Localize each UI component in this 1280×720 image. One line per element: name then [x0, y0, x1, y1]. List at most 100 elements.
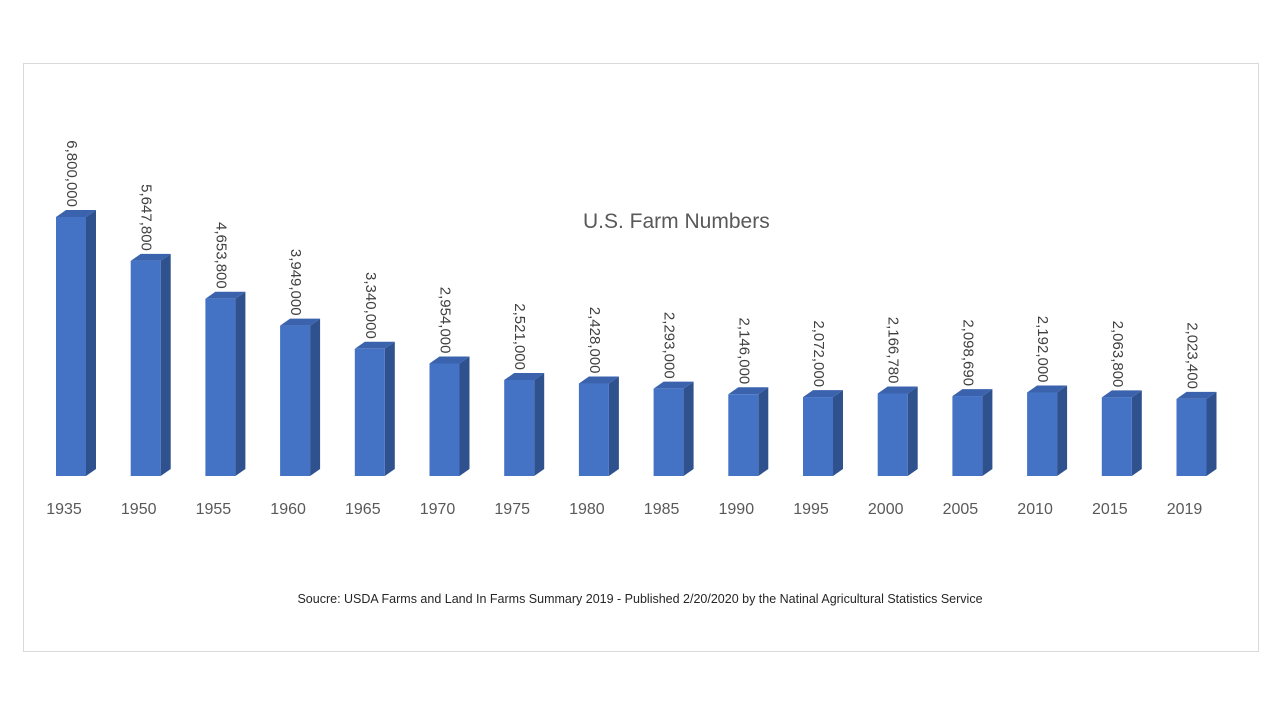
bar-top: [1027, 385, 1068, 393]
bar-front: [1101, 397, 1132, 476]
x-tick-label: 2005: [943, 501, 979, 518]
data-label: 2,293,000: [661, 312, 678, 379]
bar-side: [384, 341, 395, 476]
bar-top: [728, 387, 769, 395]
bar-side: [1131, 390, 1142, 476]
bar-1975: [504, 372, 545, 476]
bar-side: [683, 381, 694, 476]
bar-side: [1057, 385, 1068, 476]
data-label: 2,146,000: [735, 318, 752, 385]
bar-top: [1176, 391, 1217, 399]
bar-1950: [130, 253, 171, 476]
data-label: 2,063,800: [1109, 321, 1126, 388]
bar-1970: [429, 356, 470, 476]
bar-front: [803, 397, 833, 476]
bar-front: [280, 325, 311, 476]
bar-front: [1176, 398, 1207, 476]
bar-side: [982, 389, 993, 476]
bar-side: [310, 318, 321, 476]
bar-1980: [578, 376, 619, 476]
data-label: 3,949,000: [287, 249, 304, 316]
bar-side: [833, 390, 843, 476]
bar-1935: [56, 210, 96, 476]
data-label: 6,800,000: [63, 140, 80, 207]
x-tick-label: 1975: [494, 501, 530, 518]
bar-front: [578, 383, 609, 476]
data-labels-group: 6,800,000 5,647,800 4,653,800 3,949,000 3,34…: [63, 140, 1201, 389]
bar-top: [354, 341, 395, 349]
bar-top: [1101, 390, 1142, 398]
bar-front: [130, 260, 161, 476]
data-label: 2,192,000: [1034, 316, 1051, 383]
bar-front: [354, 348, 385, 476]
bar-front: [653, 388, 684, 476]
bar-side: [907, 386, 918, 476]
bar-front: [504, 379, 535, 476]
bar-front: [877, 393, 908, 476]
bar-top: [877, 386, 918, 394]
x-tick-label: 1950: [121, 501, 157, 518]
bar-1985: [653, 381, 694, 476]
data-label: 2,428,000: [586, 307, 603, 374]
bar-top: [504, 372, 545, 380]
bar-top: [280, 318, 321, 326]
bar-front: [952, 396, 983, 476]
bar-1990: [728, 387, 769, 476]
data-label: 4,653,800: [212, 222, 229, 289]
bar-2005: [952, 389, 993, 476]
data-label: 2,954,000: [437, 287, 454, 354]
data-label: 2,521,000: [511, 303, 528, 370]
bar-front: [429, 363, 460, 476]
x-tick-label: 1990: [719, 501, 755, 518]
bar-front: [205, 298, 236, 476]
bar-front: [56, 217, 86, 476]
x-axis-ticks: 1935 1950 1955 1960 1965 1970 1975 1980 1985 1990…: [46, 501, 1202, 518]
x-tick-label: 1985: [644, 501, 680, 518]
bar-top: [130, 253, 171, 261]
x-tick-label: 2010: [1017, 501, 1053, 518]
bar-top: [56, 210, 96, 217]
data-label: 3,340,000: [362, 272, 379, 339]
data-label: 2,023,400: [1184, 322, 1201, 389]
bar-top: [578, 376, 619, 384]
bar-2019: [1176, 391, 1217, 476]
bar-side: [534, 372, 545, 476]
bar-2000: [877, 386, 918, 476]
bars-group: [56, 210, 1217, 476]
x-tick-label: 1955: [196, 501, 232, 518]
data-label: 5,647,800: [138, 184, 155, 251]
bar-side: [235, 291, 246, 476]
bar-top: [803, 390, 843, 398]
bar-side: [160, 253, 171, 476]
bar-top: [653, 381, 694, 389]
bar-1960: [280, 318, 321, 476]
x-tick-label: 2019: [1167, 501, 1203, 518]
bar-2015: [1101, 390, 1142, 476]
x-tick-label: 1935: [46, 501, 82, 518]
bar-side: [459, 356, 470, 476]
x-tick-label: 1980: [569, 501, 605, 518]
bar-side: [1206, 391, 1217, 476]
x-tick-label: 2000: [868, 501, 904, 518]
bar-top: [205, 291, 246, 299]
bar-side: [758, 387, 769, 476]
bar-1955: [205, 291, 246, 476]
data-label: 2,166,780: [885, 317, 902, 384]
chart-title: U.S. Farm Numbers: [583, 210, 770, 233]
x-tick-label: 1965: [345, 501, 381, 518]
bar-2010: [1027, 385, 1068, 476]
x-tick-label: 1995: [793, 501, 829, 518]
data-label: 2,072,000: [810, 320, 827, 387]
bar-top: [429, 356, 470, 364]
chart-source-note: Soucre: USDA Farms and Land In Farms Sum…: [297, 592, 983, 606]
bar-side: [608, 376, 619, 476]
data-label: 2,098,690: [959, 319, 976, 386]
x-tick-label: 1960: [270, 501, 306, 518]
bar-top: [952, 389, 993, 397]
bar-side: [86, 210, 96, 476]
x-tick-label: 2015: [1092, 501, 1128, 518]
bar-1965: [354, 341, 395, 476]
bar-1995: [803, 390, 843, 476]
bar-front: [1027, 392, 1058, 476]
